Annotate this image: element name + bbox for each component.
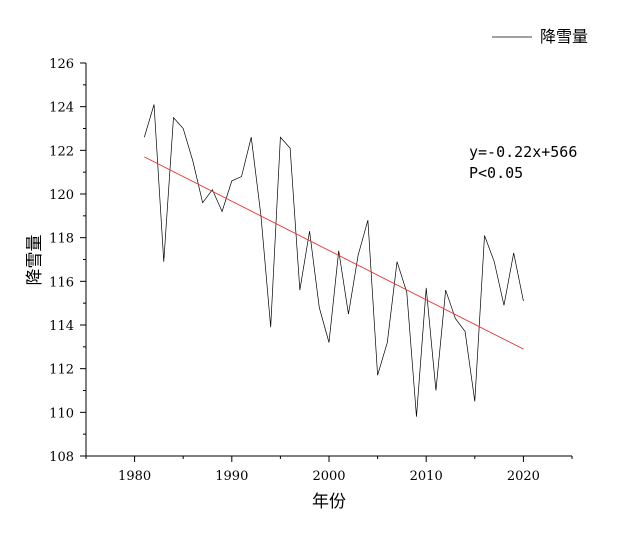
y-tick-label: 110	[49, 406, 74, 421]
series-layer	[143, 104, 524, 417]
x-tick-label: 1990	[215, 469, 248, 484]
x-tick-label: 1980	[118, 469, 151, 484]
y-tick-label: 126	[49, 57, 74, 72]
y-tick-label: 118	[49, 232, 74, 247]
x-ticks: 1980 1990 2000 2010 2020	[85, 456, 573, 484]
legend-label: 降雪量	[540, 27, 588, 46]
y-tick-label: 114	[49, 319, 74, 334]
y-tick-label: 120	[49, 188, 74, 203]
x-tick-label: 2020	[507, 469, 540, 484]
regression-equation: y=-0.22x+566	[469, 143, 577, 161]
y-tick-label: 124	[49, 101, 74, 116]
y-ticks: 108 110 112 114 116 118 120 122 124 126	[49, 57, 86, 465]
y-tick-label: 122	[49, 144, 74, 159]
y-tick-label: 116	[49, 275, 74, 290]
axes	[85, 63, 572, 457]
y-axis-title: 降雪量	[25, 235, 45, 286]
p-value-label: P<0.05	[469, 164, 523, 182]
x-tick-label: 2010	[410, 469, 443, 484]
trend-line	[144, 156, 524, 350]
legend: 降雪量	[492, 27, 588, 46]
snowfall-series-line	[143, 104, 524, 417]
x-axis-title: 年份	[312, 492, 346, 512]
y-tick-label: 108	[49, 450, 74, 465]
y-tick-label: 112	[49, 363, 74, 378]
x-tick-label: 2000	[312, 469, 345, 484]
